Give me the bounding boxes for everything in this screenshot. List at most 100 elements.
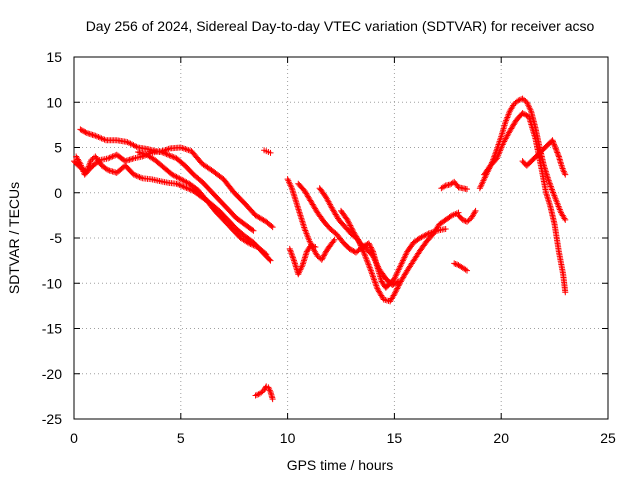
grid xyxy=(74,57,608,419)
data-point xyxy=(95,158,102,165)
data-point xyxy=(394,285,401,292)
data-point xyxy=(464,267,471,274)
data-point xyxy=(81,128,88,135)
data-point xyxy=(250,227,257,234)
data-point xyxy=(562,289,569,296)
data-point xyxy=(167,152,174,159)
data-point xyxy=(363,255,370,262)
data-point xyxy=(180,183,187,190)
data-point xyxy=(392,289,399,296)
data-point xyxy=(182,146,189,153)
data-point xyxy=(179,145,186,152)
series-early-arc-c xyxy=(77,126,276,231)
data-point xyxy=(309,242,316,249)
data-point xyxy=(365,240,372,247)
data-point xyxy=(321,251,328,258)
data-point xyxy=(166,152,173,159)
series-isolated-9h xyxy=(261,147,274,156)
plot-frame xyxy=(73,56,609,420)
data-point xyxy=(547,183,554,190)
data-point xyxy=(547,182,554,189)
data-point xyxy=(253,391,260,398)
data-point xyxy=(471,209,478,216)
data-point xyxy=(424,231,431,238)
data-point xyxy=(135,173,142,180)
data-point xyxy=(165,145,172,152)
data-point xyxy=(546,180,553,187)
axis-tick-labels: 0 5 10 15 20 25 -25 -20 -15 -10 -5 0 5 10 15 xyxy=(42,49,616,446)
data-point xyxy=(137,174,144,181)
data-point xyxy=(390,281,397,288)
data-point xyxy=(105,155,112,162)
data-point xyxy=(391,291,398,298)
data-point xyxy=(349,226,356,233)
data-point xyxy=(78,127,85,134)
y-tick-label: -10 xyxy=(42,275,62,291)
data-point xyxy=(180,145,187,152)
y-tick-label: 0 xyxy=(54,185,62,201)
data-point xyxy=(318,256,325,263)
data-point xyxy=(545,177,552,184)
data-point xyxy=(344,216,351,223)
data-point xyxy=(289,254,296,261)
data-point xyxy=(308,242,315,249)
data-point xyxy=(287,248,294,255)
data-point xyxy=(472,207,479,214)
series-mid-arc-e xyxy=(338,207,402,289)
data-point xyxy=(347,222,354,229)
data-point xyxy=(290,256,297,263)
data-point xyxy=(459,216,466,223)
data-point xyxy=(177,144,184,151)
data-point xyxy=(289,253,296,260)
data-point xyxy=(548,186,555,193)
data-point xyxy=(267,257,274,264)
y-axis-label: SDTVAR / TECUs xyxy=(6,182,22,294)
data-point xyxy=(551,142,558,149)
data-point xyxy=(310,243,317,250)
y-tick-label: 5 xyxy=(54,140,62,156)
data-point xyxy=(133,172,140,179)
data-point xyxy=(366,264,373,271)
series-early-arc-a xyxy=(71,153,274,264)
data-point xyxy=(548,184,555,191)
data-point xyxy=(515,97,522,104)
data-point xyxy=(366,263,373,270)
data-point xyxy=(79,127,86,134)
data-point xyxy=(163,151,170,158)
data-point xyxy=(288,251,295,258)
data-point xyxy=(268,223,275,230)
data-point xyxy=(347,223,354,230)
data-point xyxy=(182,184,189,191)
chart-title: Day 256 of 2024, Sidereal Day-to-day VTE… xyxy=(86,18,595,34)
data-point xyxy=(177,182,184,189)
data-point xyxy=(561,215,568,222)
data-point xyxy=(269,396,276,403)
data-point xyxy=(320,252,327,259)
data-point xyxy=(550,139,557,146)
data-point xyxy=(394,279,401,286)
data-point xyxy=(269,224,276,231)
data-point xyxy=(554,149,561,156)
data-point xyxy=(462,218,469,225)
x-tick-label: 15 xyxy=(387,430,403,446)
data-point xyxy=(267,149,274,156)
data-point xyxy=(136,174,143,181)
data-point xyxy=(174,181,181,188)
y-tick-label: 15 xyxy=(46,49,62,65)
data-point xyxy=(345,219,352,226)
data-point xyxy=(170,154,177,161)
data-point xyxy=(522,111,529,118)
series-mid-arc-a xyxy=(284,176,338,263)
data-point xyxy=(247,241,254,248)
data-point xyxy=(346,245,353,252)
data-point xyxy=(360,249,367,256)
data-point xyxy=(266,387,273,394)
data-point xyxy=(184,185,191,192)
data-point xyxy=(552,144,559,151)
data-point xyxy=(442,225,449,232)
x-tick-label: 10 xyxy=(280,430,296,446)
series-low-cluster xyxy=(252,383,276,403)
data-point xyxy=(562,171,569,178)
x-tick-label: 20 xyxy=(493,430,509,446)
